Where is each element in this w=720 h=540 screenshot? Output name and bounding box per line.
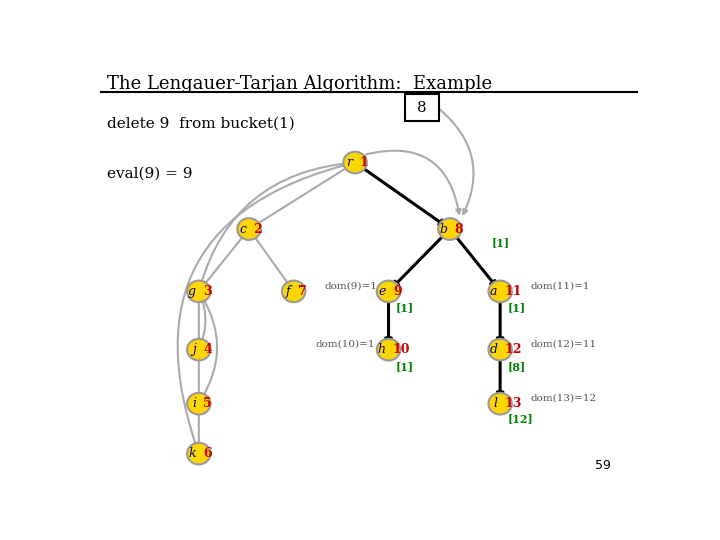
Text: 5: 5: [203, 397, 212, 410]
Text: [1]: [1]: [396, 361, 414, 372]
Ellipse shape: [377, 281, 400, 302]
Text: The Lengauer-Tarjan Algorithm:  Example: The Lengauer-Tarjan Algorithm: Example: [107, 75, 492, 93]
Text: 6: 6: [203, 447, 212, 460]
Text: [12]: [12]: [508, 414, 533, 424]
Ellipse shape: [488, 281, 512, 302]
Text: e: e: [379, 285, 386, 298]
Text: a: a: [490, 285, 498, 298]
Text: b: b: [439, 222, 447, 235]
Ellipse shape: [488, 339, 512, 360]
Ellipse shape: [187, 393, 210, 415]
Text: 9: 9: [393, 285, 402, 298]
Text: 7: 7: [298, 285, 307, 298]
Ellipse shape: [488, 393, 512, 415]
Text: 12: 12: [505, 343, 522, 356]
Text: 2: 2: [253, 222, 262, 235]
Ellipse shape: [343, 152, 366, 173]
Text: 59: 59: [595, 460, 611, 472]
Text: dom(12)=11: dom(12)=11: [531, 340, 597, 349]
Text: r: r: [346, 156, 352, 169]
Text: [8]: [8]: [508, 361, 526, 372]
Text: 4: 4: [203, 343, 212, 356]
Text: c: c: [239, 222, 246, 235]
Text: eval(9) = 9: eval(9) = 9: [107, 167, 192, 181]
Text: 3: 3: [203, 285, 212, 298]
Ellipse shape: [187, 339, 210, 360]
Text: j: j: [192, 343, 196, 356]
Text: i: i: [192, 397, 196, 410]
Text: g: g: [188, 285, 196, 298]
Ellipse shape: [282, 281, 305, 302]
Ellipse shape: [238, 218, 261, 240]
Ellipse shape: [187, 281, 210, 302]
Text: h: h: [378, 343, 386, 356]
Text: delete 9  from bucket(1): delete 9 from bucket(1): [107, 117, 294, 131]
Ellipse shape: [187, 443, 210, 464]
Ellipse shape: [377, 339, 400, 360]
Text: k: k: [189, 447, 196, 460]
FancyBboxPatch shape: [405, 94, 439, 122]
Text: [1]: [1]: [396, 302, 414, 314]
Text: [1]: [1]: [508, 302, 526, 314]
Text: 1: 1: [359, 156, 368, 169]
Text: dom(10)=1: dom(10)=1: [316, 340, 376, 349]
Text: dom(11)=1: dom(11)=1: [531, 281, 590, 291]
Ellipse shape: [438, 218, 462, 240]
Text: dom(13)=12: dom(13)=12: [531, 394, 597, 403]
Text: dom(9)=1: dom(9)=1: [324, 281, 377, 291]
Text: 11: 11: [505, 285, 522, 298]
Text: 13: 13: [505, 397, 522, 410]
Text: 10: 10: [393, 343, 410, 356]
Text: d: d: [490, 343, 498, 356]
Text: 8: 8: [417, 100, 427, 114]
Text: l: l: [493, 397, 498, 410]
Text: 8: 8: [454, 222, 463, 235]
Text: f: f: [287, 285, 291, 298]
Text: [1]: [1]: [492, 237, 510, 248]
